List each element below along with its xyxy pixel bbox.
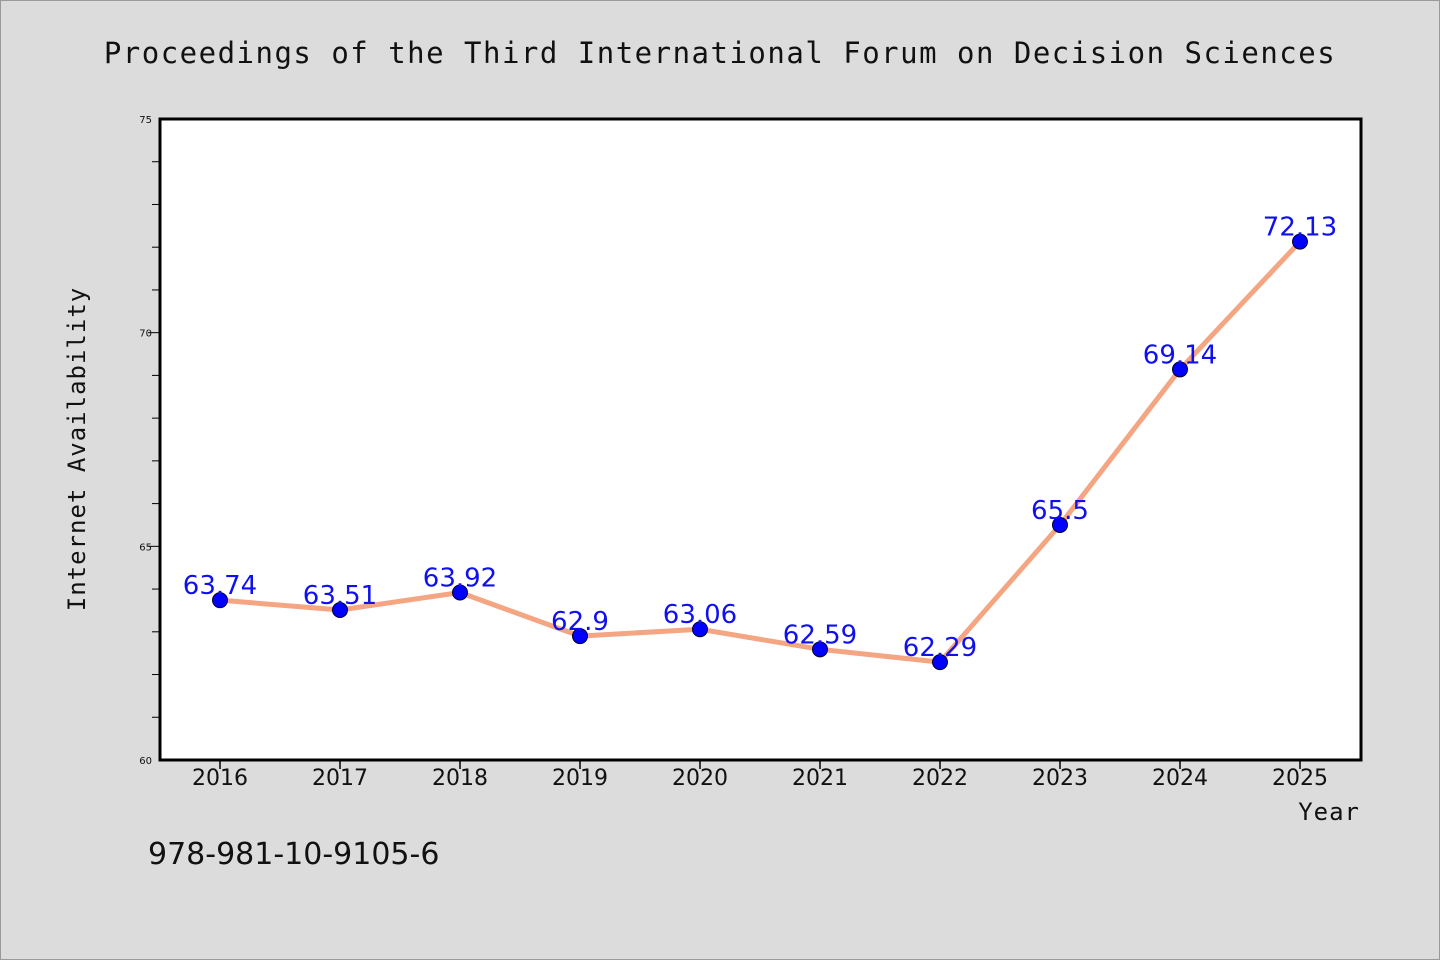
data-point <box>332 602 348 619</box>
chart-title: Proceedings of the Third International F… <box>104 36 1336 70</box>
data-point <box>932 654 948 671</box>
x-axis: 2016 2017 2018 2019 2020 2021 2022 2023 2024 2025 <box>192 760 1328 791</box>
data-point <box>572 628 588 645</box>
series-markers <box>212 233 1308 671</box>
data-point <box>452 584 468 601</box>
series-line <box>219 239 1302 665</box>
y-axis: 60 65 70 75 <box>139 115 159 767</box>
data-label: 63.06 <box>663 600 737 630</box>
x-tick-label: 2019 <box>552 766 608 791</box>
x-tick-label: 2018 <box>432 766 488 791</box>
data-label: 63.92 <box>423 563 497 593</box>
y-tick-label: 65 <box>139 542 152 553</box>
data-label: 62.9 <box>551 607 609 637</box>
y-tick-label: 60 <box>139 756 152 767</box>
x-axis-label: Year <box>1298 798 1360 826</box>
x-tick-label: 2025 <box>1272 766 1328 791</box>
data-point <box>1172 361 1188 378</box>
x-tick-label: 2024 <box>1152 766 1208 791</box>
data-label: 63.74 <box>183 571 257 601</box>
data-point <box>212 592 228 609</box>
isbn-footer: 978-981-10-9105-6 <box>148 837 439 872</box>
x-tick-label: 2016 <box>192 766 248 791</box>
data-label: 72.13 <box>1263 213 1337 243</box>
data-point <box>1292 233 1308 250</box>
y-axis-label: Internet Availability <box>63 287 91 611</box>
x-tick-label: 2021 <box>792 766 848 791</box>
data-label: 62.59 <box>783 620 857 650</box>
data-point <box>692 621 708 638</box>
data-label: 65.5 <box>1031 496 1089 526</box>
x-tick-label: 2020 <box>672 766 728 791</box>
x-tick-label: 2022 <box>912 766 968 791</box>
data-point <box>812 641 828 658</box>
data-labels: 63.74 63.51 63.92 62.9 63.06 62.59 62.29 65.5 69… <box>183 213 1337 663</box>
plot-area <box>158 117 1363 762</box>
data-label: 62.29 <box>903 633 977 663</box>
x-tick-label: 2017 <box>312 766 368 791</box>
data-label: 69.14 <box>1143 340 1217 370</box>
y-tick-label: 75 <box>139 115 152 126</box>
x-tick-label: 2023 <box>1032 766 1088 791</box>
y-tick-label: 70 <box>139 329 152 340</box>
data-label: 63.51 <box>303 581 377 611</box>
data-point <box>1052 516 1068 533</box>
